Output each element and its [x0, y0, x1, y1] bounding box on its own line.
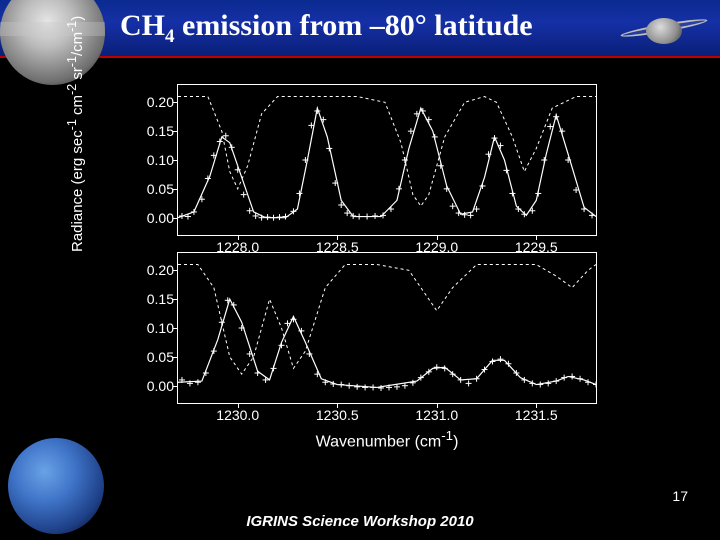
ytick-label: 0.20 — [130, 94, 174, 110]
slide-header: CH4 emission from –80° latitude — [0, 0, 720, 58]
ytick-label: 0.10 — [130, 320, 174, 336]
spectrum-figure: Radiance (erg sec-1 cm-2 sr-1/cm-1) Wave… — [115, 82, 615, 452]
ytick-label: 0.05 — [130, 181, 174, 197]
ytick-label: 0.00 — [130, 210, 174, 226]
ytick-label: 0.15 — [130, 291, 174, 307]
ytick-label: 0.05 — [130, 349, 174, 365]
y-axis-label: Radiance (erg sec-1 cm-2 sr-1/cm-1) — [65, 16, 86, 252]
ytick-label: 0.15 — [130, 123, 174, 139]
x-axis-label: Wavenumber (cm-1) — [177, 428, 597, 451]
panel-bottom: 0.000.050.100.150.201230.01230.51231.012… — [177, 252, 597, 404]
jupiter-band — [0, 22, 105, 36]
ytick-label: 0.20 — [130, 262, 174, 278]
xtick-label: 1231.0 — [415, 407, 458, 423]
panel-top: 0.000.050.100.150.201228.01228.51229.012… — [177, 84, 597, 236]
xtick-label: 1230.0 — [216, 407, 259, 423]
xtick-label: 1231.5 — [515, 407, 558, 423]
slide-title: CH4 emission from –80° latitude — [120, 9, 533, 48]
ytick-label: 0.10 — [130, 152, 174, 168]
page-number: 17 — [672, 488, 688, 504]
jupiter-image — [0, 0, 105, 85]
saturn-image — [616, 6, 712, 50]
ytick-label: 0.00 — [130, 378, 174, 394]
xtick-label: 1230.5 — [316, 407, 359, 423]
slide-footer: IGRINS Science Workshop 2010 — [0, 513, 720, 530]
